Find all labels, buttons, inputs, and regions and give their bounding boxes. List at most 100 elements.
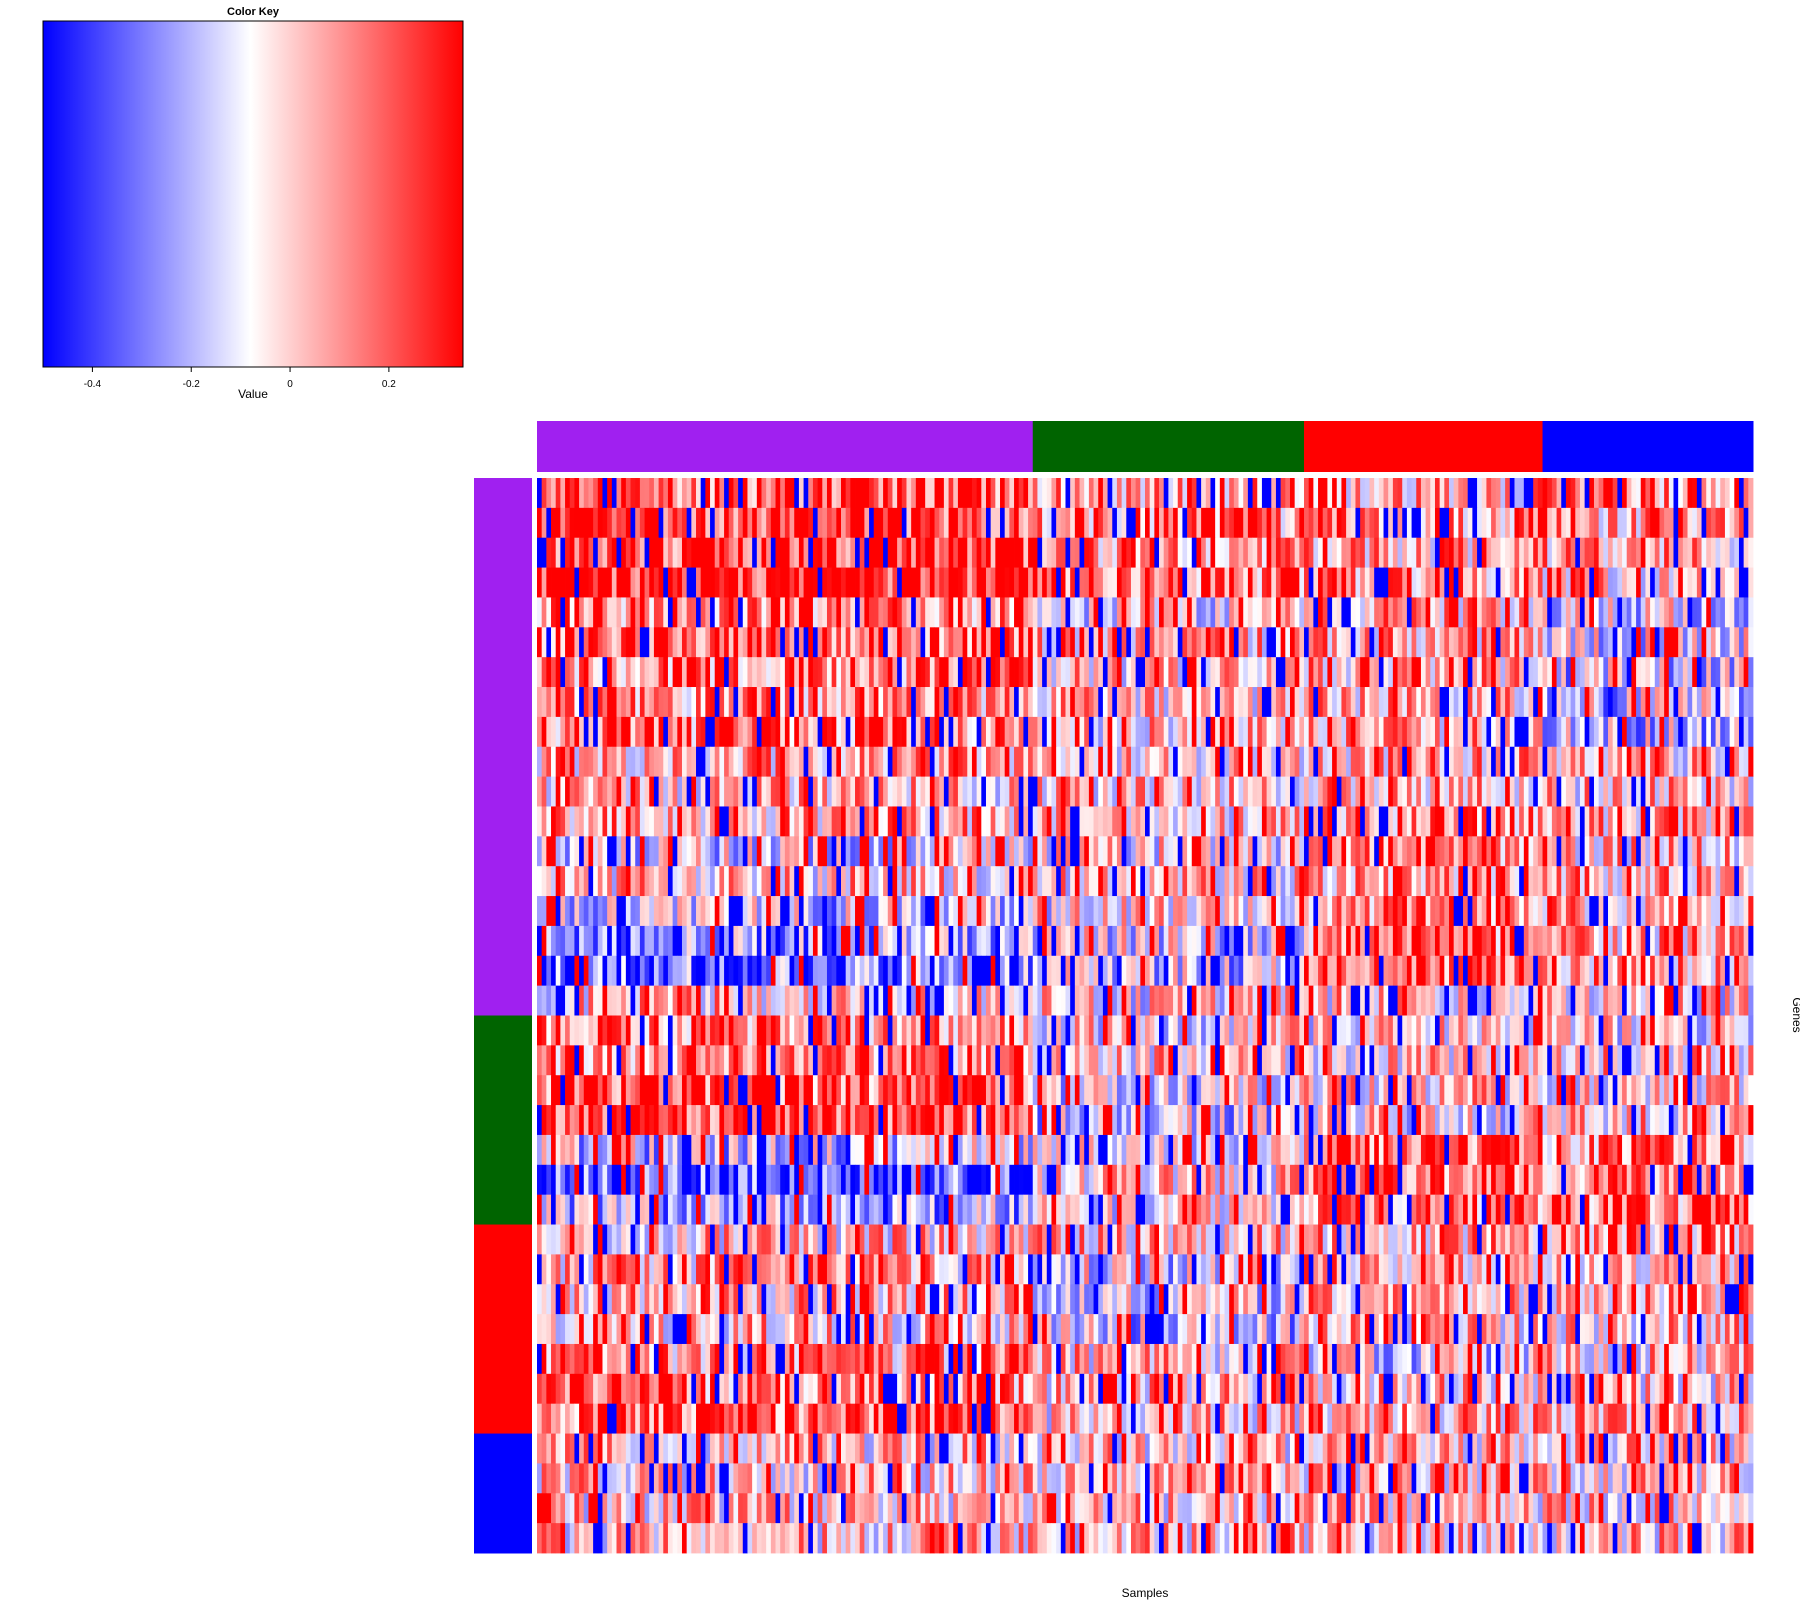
heatmap-cell [555,716,561,748]
heatmap-cell [1519,537,1525,568]
heatmap-cell [1626,925,1632,957]
heatmap-cell [583,866,589,897]
heatmap-cell [1107,925,1113,957]
heatmap-cell [1173,866,1179,897]
heatmap-cell [1533,925,1539,957]
heatmap-cell [1378,866,1384,897]
heatmap-cell [1145,746,1151,778]
heatmap-cell [1654,866,1660,897]
heatmap-cell [1121,627,1127,658]
heatmap-cell [1500,597,1506,628]
heatmap-cell [710,955,716,987]
heatmap-cell [1425,806,1431,837]
heatmap-cell [948,836,954,867]
heatmap-cell [1561,985,1567,1016]
heatmap-cell [1074,567,1080,598]
heatmap-cell [686,806,692,837]
heatmap-cell [1308,746,1314,778]
heatmap-cell [752,537,758,568]
heatmap-cell [1434,955,1441,987]
heatmap-cell [1070,537,1076,568]
heatmap-cell [681,1015,688,1046]
heatmap-cell [672,776,678,807]
heatmap-cell [850,657,856,688]
heatmap-cell [1102,776,1108,807]
heatmap-cell [1467,896,1473,927]
heatmap-cell [691,1015,697,1046]
heatmap-cell [1037,776,1043,807]
heatmap-cell [1374,597,1380,628]
heatmap-cell [1701,896,1707,927]
heatmap-cell [724,567,730,598]
heatmap-cell [892,1015,898,1046]
heatmap-cell [1724,866,1731,897]
heatmap-cell [1720,866,1726,897]
heatmap-cell [915,985,921,1016]
heatmap-cell [1289,657,1296,688]
heatmap-cell [1729,776,1735,807]
heatmap-cell [752,627,758,658]
heatmap-cell [1336,716,1342,748]
heatmap-cell [794,567,800,598]
heatmap-cell [925,716,931,748]
heatmap-cell [887,567,893,598]
heatmap-cell [1729,1015,1735,1046]
heatmap-cell [1173,806,1179,837]
heatmap-cell [1252,507,1258,539]
heatmap-cell [616,657,622,688]
heatmap-cell [1406,478,1412,509]
heatmap-cell [939,687,945,718]
heatmap-cell [1392,687,1398,718]
heatmap-cell [537,567,543,598]
heatmap-cell [1678,746,1684,778]
heatmap-cell [1748,896,1754,927]
heatmap-cell [775,478,781,509]
heatmap-cell [1472,507,1478,539]
heatmap-cell [1617,836,1623,867]
heatmap-cell [1074,896,1080,927]
heatmap-cell [738,776,744,807]
heatmap-cell [1612,896,1618,927]
heatmap-cell [967,985,973,1016]
heatmap-cell [700,776,706,807]
heatmap-cell [560,776,566,807]
heatmap-cell [1608,806,1614,837]
heatmap-cell [1682,597,1688,628]
heatmap-cell [756,896,762,927]
heatmap-cell [752,478,758,509]
heatmap-cell [574,627,580,658]
heatmap-cell [738,866,744,897]
heatmap-cell [906,896,912,927]
heatmap-cell [574,507,580,539]
heatmap-cell [1159,896,1165,927]
heatmap-cell [948,716,954,748]
heatmap-cell [1743,925,1749,957]
heatmap-cell [836,687,842,718]
heatmap-cell [1612,716,1618,748]
heatmap-cell [1565,687,1571,718]
heatmap-cell [1668,806,1674,837]
heatmap-cell [1065,567,1071,598]
heatmap-cell [990,746,996,778]
heatmap-cell [1219,866,1225,897]
heatmap-cell [789,985,795,1016]
heatmap-cell [1748,716,1754,748]
heatmap-cell [1509,507,1515,539]
heatmap-cell [1332,567,1338,598]
heatmap-cell [1738,507,1745,539]
heatmap-cell [1692,597,1698,628]
heatmap-cell [597,627,603,658]
heatmap-cell [826,627,833,658]
heatmap-cell [686,836,692,867]
heatmap-cell [1626,657,1632,688]
heatmap-cell [1388,537,1394,568]
heatmap-cell [719,567,725,598]
heatmap-cell [639,627,645,658]
heatmap-cell [1542,627,1548,658]
heatmap-cell [1299,746,1305,778]
heatmap-cell [1289,478,1296,509]
heatmap-cell [677,776,683,807]
heatmap-cell [1163,746,1169,778]
heatmap-cell [728,896,734,927]
heatmap-cell [887,687,893,718]
